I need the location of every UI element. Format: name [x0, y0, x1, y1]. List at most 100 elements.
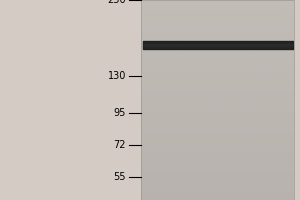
Point	[287, 90, 292, 93]
Point	[218, 23, 223, 27]
Point	[262, 127, 266, 130]
Point	[284, 173, 288, 177]
Point	[249, 26, 254, 29]
Point	[241, 157, 246, 160]
Point	[238, 53, 243, 56]
Point	[278, 27, 283, 30]
Point	[192, 7, 197, 10]
Point	[290, 191, 295, 194]
Point	[228, 156, 233, 159]
Point	[226, 25, 230, 28]
Point	[273, 50, 278, 53]
Point	[222, 193, 227, 196]
Point	[286, 76, 290, 79]
Point	[140, 31, 145, 34]
Point	[242, 160, 247, 163]
Point	[264, 160, 269, 163]
Point	[232, 153, 237, 156]
Point	[257, 114, 262, 117]
Point	[235, 2, 239, 5]
Point	[210, 96, 215, 100]
Point	[201, 134, 206, 137]
Point	[281, 91, 286, 94]
Point	[172, 89, 177, 93]
Point	[219, 111, 224, 114]
Point	[215, 114, 220, 117]
Point	[271, 25, 276, 28]
Point	[256, 123, 261, 127]
Point	[184, 154, 188, 157]
Point	[226, 61, 231, 64]
Point	[212, 135, 217, 138]
Point	[194, 33, 199, 36]
Point	[244, 11, 249, 14]
Point	[151, 0, 155, 2]
Point	[224, 83, 229, 86]
Point	[203, 147, 208, 151]
Point	[195, 30, 200, 33]
Point	[280, 107, 285, 110]
Point	[274, 126, 279, 129]
Point	[184, 57, 189, 61]
Point	[250, 36, 255, 39]
Point	[242, 158, 247, 161]
Point	[243, 124, 248, 127]
Point	[279, 51, 284, 54]
Point	[204, 132, 208, 135]
Point	[260, 29, 265, 32]
Point	[258, 110, 263, 113]
Point	[234, 97, 239, 100]
Point	[286, 172, 291, 175]
Point	[264, 54, 268, 58]
Point	[144, 35, 149, 38]
Point	[272, 96, 277, 99]
Point	[261, 7, 266, 10]
Point	[158, 141, 162, 144]
Point	[272, 45, 277, 48]
Point	[192, 155, 197, 158]
Point	[214, 36, 219, 39]
Point	[211, 144, 215, 147]
Point	[163, 183, 168, 186]
Point	[188, 146, 193, 149]
Point	[206, 3, 211, 7]
Point	[266, 197, 271, 200]
Point	[206, 190, 211, 193]
Point	[210, 107, 215, 110]
Point	[253, 164, 258, 167]
Point	[201, 118, 206, 121]
Point	[221, 97, 226, 100]
Point	[233, 186, 238, 189]
Point	[217, 8, 222, 11]
Point	[213, 71, 218, 75]
Point	[175, 69, 180, 72]
Text: 72: 72	[113, 140, 126, 150]
Point	[203, 46, 208, 50]
Point	[278, 75, 283, 78]
Point	[205, 167, 210, 170]
Point	[218, 177, 223, 181]
Point	[194, 42, 199, 45]
Point	[197, 122, 202, 125]
Point	[145, 12, 150, 16]
Point	[182, 87, 187, 90]
Point	[239, 47, 244, 50]
Point	[186, 141, 190, 144]
Point	[196, 177, 201, 180]
Point	[152, 108, 157, 111]
Point	[192, 181, 197, 184]
Point	[292, 147, 296, 150]
Point	[252, 185, 256, 189]
Point	[158, 140, 163, 144]
Point	[241, 25, 246, 28]
Point	[152, 35, 157, 38]
Point	[214, 179, 219, 182]
Point	[247, 63, 251, 67]
Point	[177, 55, 182, 58]
Point	[225, 146, 230, 149]
Point	[246, 65, 251, 68]
Point	[169, 198, 174, 200]
Point	[282, 92, 287, 96]
Point	[233, 192, 238, 195]
Point	[208, 64, 212, 68]
